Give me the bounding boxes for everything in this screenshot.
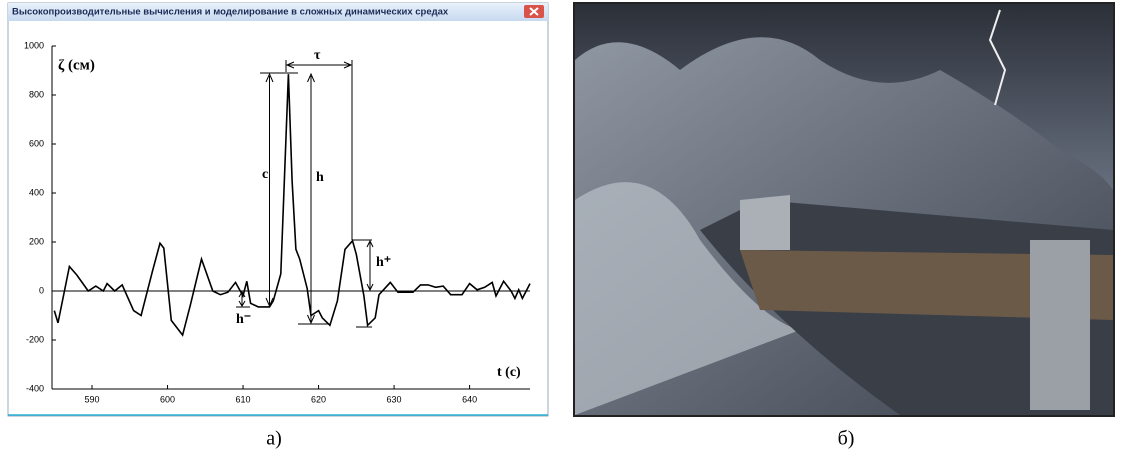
caption: б): [838, 428, 855, 450]
annotation: h⁺: [376, 255, 391, 270]
page: Высокопроизводительные вычисления и моде…: [0, 0, 1121, 462]
x-tick-label: 600: [160, 394, 175, 404]
x-tick-label: 630: [387, 394, 402, 404]
annotation: h⁻: [236, 312, 251, 327]
annotation: h: [316, 170, 324, 185]
x-tick-label: 610: [236, 394, 251, 404]
y-tick-label: 800: [29, 89, 44, 99]
x-tick-label: 590: [85, 394, 100, 404]
caption: а): [266, 428, 282, 450]
bridge: [740, 195, 790, 250]
x-axis-label: t (c): [497, 365, 521, 380]
annotation: τ: [314, 48, 321, 63]
y-tick-label: 400: [29, 187, 44, 197]
y-tick-label: 0: [39, 285, 44, 295]
y-tick-label: 600: [29, 138, 44, 148]
deck-structure: [1030, 240, 1090, 410]
annotation: c: [262, 167, 268, 182]
photo: [574, 3, 1114, 416]
y-tick-label: 200: [29, 236, 44, 246]
window-title: Высокопроизводительные вычисления и моде…: [12, 7, 449, 18]
y-tick-label: -200: [26, 334, 44, 344]
x-tick-label: 640: [462, 394, 477, 404]
y-tick-label: 1000: [24, 40, 44, 50]
y-axis-label: ζ (см): [58, 57, 95, 73]
y-tick-label: -400: [26, 383, 44, 393]
x-tick-label: 620: [311, 394, 326, 404]
